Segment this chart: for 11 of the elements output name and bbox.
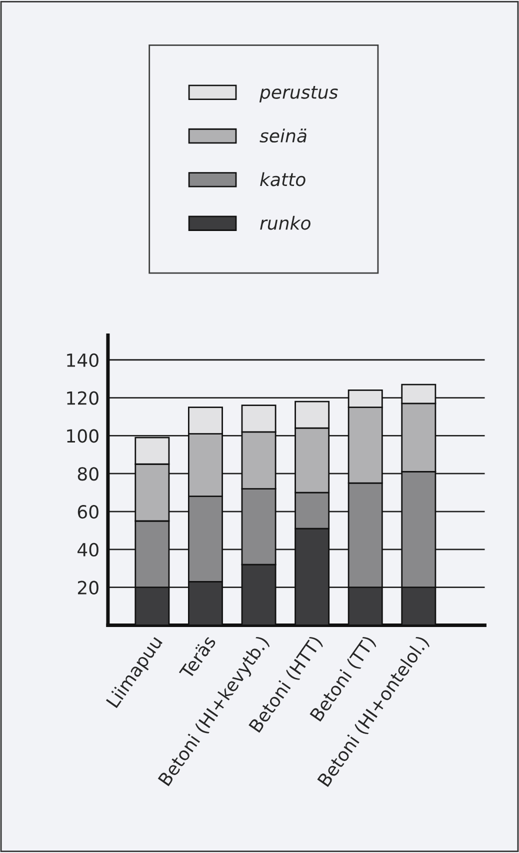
y-tick-label: 120 [67,391,98,405]
legend-label: runko [260,216,310,230]
y-tick-label: 100 [67,429,98,443]
y-tick-label: 80 [78,467,98,481]
y-tick-label: 40 [78,542,98,557]
legend-label: katto [260,172,306,186]
y-tick-label: 60 [78,504,98,519]
y-tick-label: 140 [67,353,98,367]
legend-label: seinä [260,128,306,143]
y-tick-label: 20 [78,580,98,594]
legend-label: perustus [259,86,338,102]
